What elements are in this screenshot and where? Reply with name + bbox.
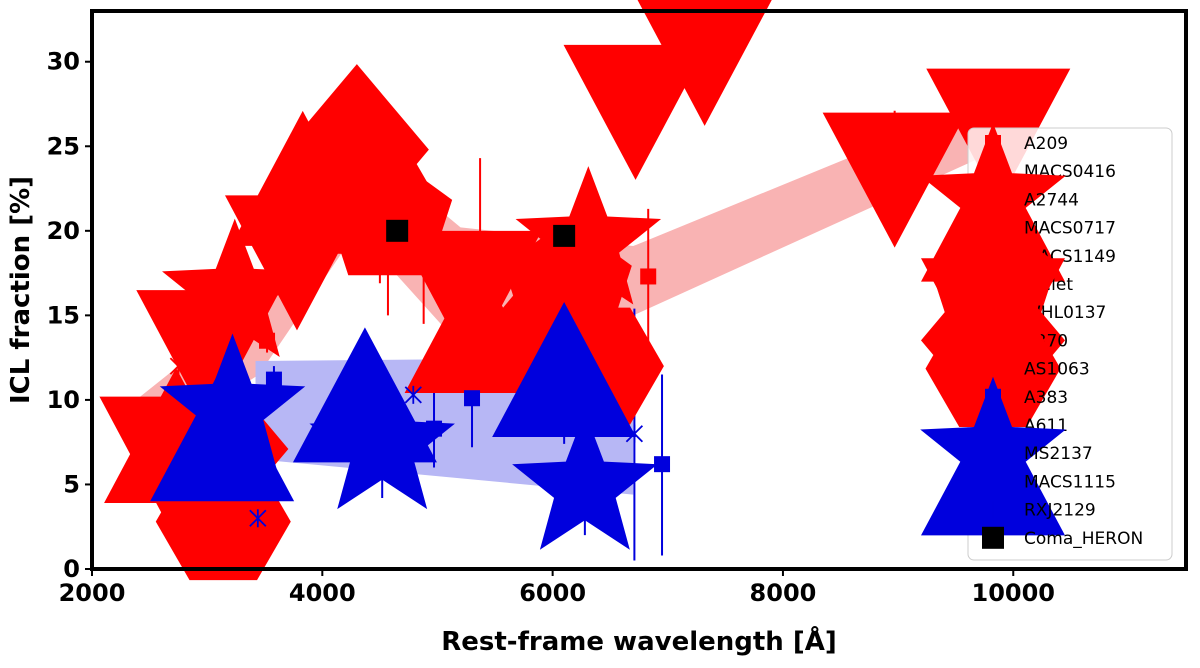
y-tick-label: 5: [63, 470, 80, 498]
legend-label: MACS0717: [1024, 219, 1116, 239]
RXJ2129-point: [625, 424, 644, 443]
WHL0137-point: [136, 290, 281, 426]
WHL0137-point: [637, 0, 772, 126]
plot-frame: [90, 9, 1188, 571]
x-tick-label: 2000: [59, 579, 126, 607]
A209-point: [640, 268, 657, 285]
Coma_HERON-point: [553, 224, 576, 247]
legend-marker: [921, 400, 1065, 536]
y-tick-label: 30: [47, 48, 80, 76]
x-tick-label: 10000: [972, 579, 1056, 607]
y-tick-label: 0: [63, 555, 80, 583]
legend-label: Coma_HERON: [1024, 529, 1143, 549]
y-tick-label: 25: [47, 132, 80, 160]
Coma_HERON-point: [386, 219, 409, 242]
y-axis-label: ICL fraction [%]: [6, 176, 36, 404]
MACS1115-point: [492, 302, 637, 437]
legend-label: RXJ2129: [1024, 501, 1096, 521]
legend-label: A2744: [1024, 190, 1079, 210]
x-axis-label: Rest-frame wavelength [Å]: [441, 625, 837, 657]
x-tick-label: 8000: [750, 579, 817, 607]
legend-marker: [982, 526, 1004, 549]
MS2137-point: [512, 411, 658, 550]
A383-point: [265, 371, 282, 388]
legend-marker: [925, 310, 1061, 428]
legend-marker: [984, 500, 1002, 519]
MACS1115-point: [292, 327, 437, 463]
A2744-point: [162, 218, 308, 357]
WHL0137-point: [822, 112, 967, 248]
data-markers: [99, 0, 1071, 581]
legend: A209MACS0416A2744MACS0717MACS1149BulletW…: [920, 122, 1173, 561]
A383-point: [464, 390, 481, 407]
x-tick-label: 4000: [289, 579, 356, 607]
y-tick-label: 10: [47, 386, 80, 414]
legend-label: A209: [1024, 134, 1068, 154]
y-tick-label: 15: [47, 301, 80, 329]
legend-label: AS1063: [1024, 360, 1090, 380]
RXJ2129-point: [249, 509, 267, 528]
RXJ2129-point: [404, 385, 422, 404]
x-tick-label: 6000: [519, 579, 586, 607]
WHL0137-point: [397, 230, 542, 366]
legend-label: MS2137: [1024, 444, 1093, 464]
A383-point: [654, 456, 671, 473]
MACS1115-point: [150, 366, 295, 502]
legend-label: MACS1115: [1024, 472, 1116, 492]
y-tick-label: 20: [47, 217, 80, 245]
legend-label: A383: [1024, 388, 1068, 408]
WHL0137-point: [563, 44, 708, 180]
axis-ticks: 2000 4000 6000 8000 10000 0 5 10 15 20 25 30: [47, 48, 1055, 607]
